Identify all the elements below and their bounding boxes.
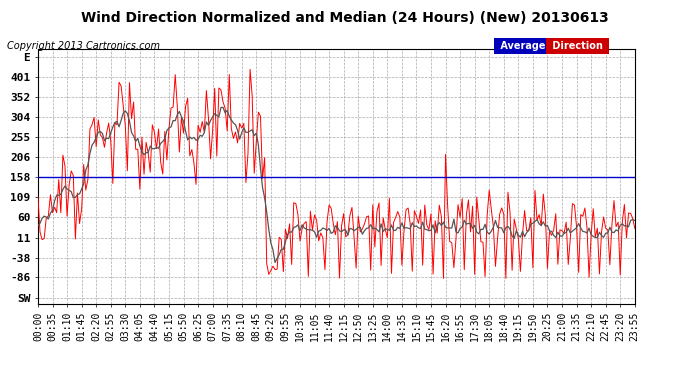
Text: Average: Average [497,41,549,51]
Text: Copyright 2013 Cartronics.com: Copyright 2013 Cartronics.com [7,41,160,51]
Text: Wind Direction Normalized and Median (24 Hours) (New) 20130613: Wind Direction Normalized and Median (24… [81,11,609,25]
Text: Direction: Direction [549,41,606,51]
